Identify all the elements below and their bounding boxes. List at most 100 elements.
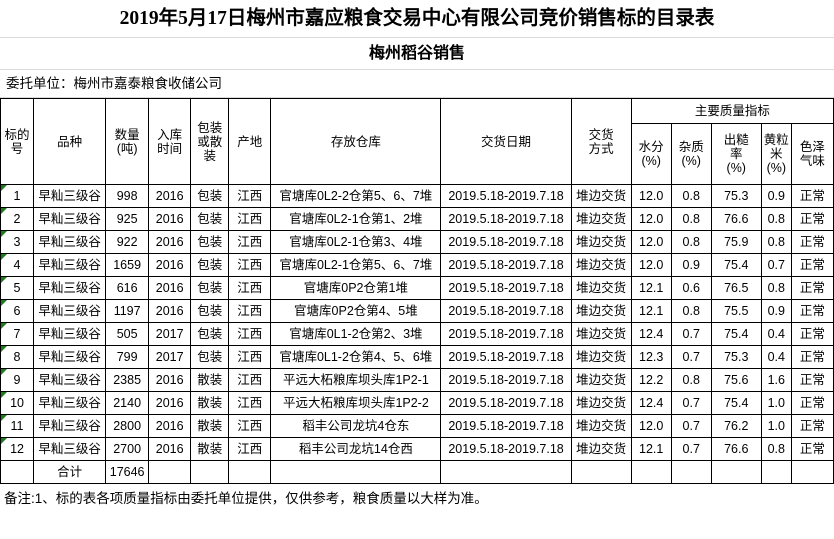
col-header-quality-group: 主要质量指标 <box>630 98 834 124</box>
col-header-packaging: 包装 或散 装 <box>190 98 230 185</box>
total-row-empty-cell <box>190 460 230 484</box>
cell-quantity: 925 <box>105 207 150 231</box>
cell-yellow-grain: 0.4 <box>760 345 792 369</box>
cell-quantity: 2800 <box>105 414 150 438</box>
cell-storage-year: 2016 <box>148 391 192 415</box>
cell-impurity: 0.7 <box>670 322 712 346</box>
cell-index-label: 7 <box>13 327 21 341</box>
cell-origin: 江西 <box>228 414 272 438</box>
total-row-empty-cell <box>790 460 834 484</box>
total-row-empty-cell <box>228 460 272 484</box>
cell-index: 12 <box>0 437 35 461</box>
col-header-warehouse: 存放仓库 <box>270 98 442 185</box>
total-label: 合计 <box>33 460 107 484</box>
total-row-empty-cell <box>270 460 442 484</box>
cell-index-label: 8 <box>13 350 21 364</box>
cell-variety: 早籼三级谷 <box>33 414 107 438</box>
table-row: 12 早籼三级谷 2700 2016 散装 江西 稻丰公司龙坑14仓西 2019.5.18-2… <box>0 437 834 461</box>
cell-impurity: 0.8 <box>670 299 712 323</box>
table-total-row: 合计 17646 <box>0 460 834 484</box>
cell-index: 3 <box>0 230 35 254</box>
cell-index-label: 5 <box>13 281 21 295</box>
cell-moisture: 12.1 <box>630 276 672 300</box>
cell-color-odor: 正常 <box>790 276 834 300</box>
cell-delivery-date: 2019.5.18-2019.7.18 <box>440 414 572 438</box>
cell-origin: 江西 <box>228 437 272 461</box>
cell-variety: 早籼三级谷 <box>33 276 107 300</box>
cell-delivery-date: 2019.5.18-2019.7.18 <box>440 299 572 323</box>
cell-origin: 江西 <box>228 322 272 346</box>
col-header-delivery-mode: 交货 方式 <box>570 98 632 185</box>
table-row: 9 早籼三级谷 2385 2016 散装 江西 平远大柘粮库坝头库1P2-1 2019.5.1… <box>0 368 834 392</box>
cell-moisture: 12.1 <box>630 299 672 323</box>
cell-delivery-date: 2019.5.18-2019.7.18 <box>440 207 572 231</box>
cell-origin: 江西 <box>228 230 272 254</box>
cell-moisture: 12.0 <box>630 207 672 231</box>
cell-quantity: 2140 <box>105 391 150 415</box>
cell-index-label: 11 <box>10 419 24 433</box>
cell-storage-year: 2017 <box>148 322 192 346</box>
cell-delivery-date: 2019.5.18-2019.7.18 <box>440 437 572 461</box>
cell-index: 2 <box>0 207 35 231</box>
cell-packaging: 散装 <box>190 414 230 438</box>
cell-packaging: 散装 <box>190 368 230 392</box>
col-header-variety: 品种 <box>33 98 107 185</box>
cell-error-marker-icon <box>1 438 7 444</box>
total-quantity: 17646 <box>105 460 150 484</box>
cell-error-marker-icon <box>1 208 7 214</box>
cell-quantity: 2385 <box>105 368 150 392</box>
cell-warehouse: 平远大柘粮库坝头库1P2-2 <box>270 391 442 415</box>
cell-yellow-grain: 1.0 <box>760 391 792 415</box>
total-row-empty-cell <box>710 460 762 484</box>
cell-impurity: 0.7 <box>670 414 712 438</box>
cell-storage-year: 2016 <box>148 276 192 300</box>
cell-index-label: 1 <box>13 189 21 203</box>
total-row-spacer <box>0 460 35 484</box>
header-group-row: 标的 号 品种 数量 (吨) 入库 时间 包装 或散 装 <box>0 98 834 185</box>
cell-yellow-grain: 0.8 <box>760 276 792 300</box>
col-header-color-odor: 色泽 气味 <box>790 123 834 185</box>
cell-quantity: 2700 <box>105 437 150 461</box>
cell-moisture: 12.3 <box>630 345 672 369</box>
cell-delivery-date: 2019.5.18-2019.7.18 <box>440 230 572 254</box>
cell-packaging: 包装 <box>190 276 230 300</box>
cell-impurity: 0.8 <box>670 184 712 208</box>
cell-yellow-grain: 1.0 <box>760 414 792 438</box>
cell-quantity: 799 <box>105 345 150 369</box>
table-row: 7 早籼三级谷 505 2017 包装 江西 官塘库0L1-2仓第2、3堆 2019.5.18… <box>0 322 834 346</box>
cell-moisture: 12.0 <box>630 184 672 208</box>
cell-packaging: 包装 <box>190 230 230 254</box>
cell-quantity: 616 <box>105 276 150 300</box>
cell-delivery-mode: 堆边交货 <box>570 207 632 231</box>
cell-brown-rice-rate: 75.5 <box>710 299 762 323</box>
cell-impurity: 0.6 <box>670 276 712 300</box>
total-row-empty-cell <box>630 460 672 484</box>
cell-brown-rice-rate: 75.4 <box>710 253 762 277</box>
cell-error-marker-icon <box>1 231 7 237</box>
cell-color-odor: 正常 <box>790 437 834 461</box>
cell-moisture: 12.4 <box>630 322 672 346</box>
cell-yellow-grain: 0.8 <box>760 437 792 461</box>
cell-impurity: 0.8 <box>670 230 712 254</box>
cell-delivery-mode: 堆边交货 <box>570 299 632 323</box>
cell-error-marker-icon <box>1 392 7 398</box>
cell-moisture: 12.2 <box>630 368 672 392</box>
cell-storage-year: 2016 <box>148 207 192 231</box>
cell-impurity: 0.7 <box>670 345 712 369</box>
cell-index: 9 <box>0 368 35 392</box>
cell-yellow-grain: 0.8 <box>760 230 792 254</box>
cell-yellow-grain: 0.4 <box>760 322 792 346</box>
cell-packaging: 散装 <box>190 437 230 461</box>
table-row: 6 早籼三级谷 1197 2016 包装 江西 官塘库0P2仓第4、5堆 2019.5.18-… <box>0 299 834 323</box>
cell-origin: 江西 <box>228 345 272 369</box>
total-row-empty-cell <box>570 460 632 484</box>
total-row-empty-cell <box>148 460 192 484</box>
cell-variety: 早籼三级谷 <box>33 322 107 346</box>
cell-variety: 早籼三级谷 <box>33 253 107 277</box>
cell-impurity: 0.8 <box>670 207 712 231</box>
cell-delivery-date: 2019.5.18-2019.7.18 <box>440 345 572 369</box>
cell-color-odor: 正常 <box>790 253 834 277</box>
cell-index: 11 <box>0 414 35 438</box>
cell-warehouse: 官塘库0L2-1仓第1、2堆 <box>270 207 442 231</box>
cell-warehouse: 官塘库0P2仓第4、5堆 <box>270 299 442 323</box>
